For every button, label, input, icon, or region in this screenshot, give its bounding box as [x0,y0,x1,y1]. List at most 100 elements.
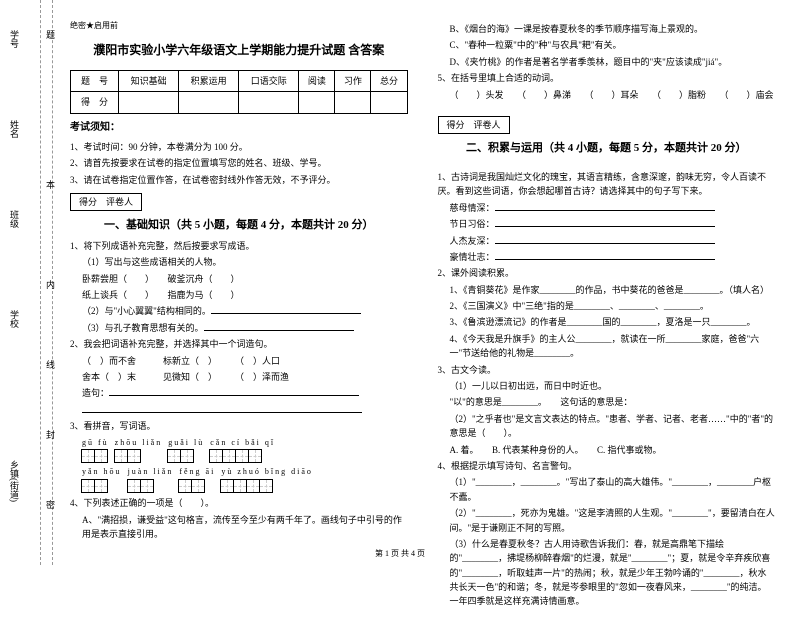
grid[interactable] [82,479,122,493]
blank[interactable] [82,412,362,413]
th: 口语交际 [239,70,299,91]
th: 知识基础 [119,70,179,91]
grid[interactable] [128,479,174,493]
q4-b: B、《烟台的海》一课是按春夏秋冬的季节顺序描写海上景观的。 [438,22,776,36]
txt: 节日习俗： [450,219,495,229]
txt: 造句： [82,388,109,398]
s2q3-opts: A. 着。 B. 代表某种身份的人。 C. 指代事或物。 [438,443,776,457]
q5-line: （ ）头发 （ ）鼻涕 （ ）耳朵 （ ）脂粉 （ ）庙会 [438,88,776,102]
label-name: 姓名 [8,120,21,138]
table-row: 得 分 [71,92,408,113]
td[interactable] [119,92,179,113]
grid[interactable] [82,449,109,463]
grid[interactable] [221,479,313,493]
blank[interactable] [495,210,715,211]
q2: 2、我会把词语补充完整，并选择其中一个词造句。 [70,337,408,351]
s2q2-4: 4、《今天我是升旗手》的主人公________，就读在一所________家庭，… [438,332,776,361]
th: 阅读 [299,70,335,91]
pinyin: guǎi lù [168,437,204,450]
s2q4-1: （1）"________，________。"写出了泰山的高大雄伟。"_____… [438,475,776,504]
grid[interactable] [210,449,275,463]
grid[interactable] [168,449,204,463]
notice-item: 2、请首先按要求在试卷的指定位置填写您的姓名、班级、学号。 [70,156,408,170]
grid[interactable] [179,479,215,493]
s2q3-1a: "以"的意思是________。 这句话的意思是： [438,395,776,409]
blank[interactable] [495,243,715,244]
page-footer: 第 1 页 共 4 页 [0,548,800,559]
label-school: 学校 [8,310,21,328]
scorer-box-2: 得分 评卷人 [438,116,510,134]
q1-3: （3）与孔子教育思想有关的。 [70,321,408,335]
blank[interactable] [495,226,715,227]
secret-label: 绝密★启用前 [70,20,408,33]
seal-char: 内 [44,280,57,289]
q4-d: D、《夹竹桃》的作者是著名学者季羡林，题目中的"夹"应该读成"jiá"。 [438,55,776,69]
td[interactable] [239,92,299,113]
pinyin-block: guǎi lù [168,437,204,464]
dash-line [40,0,41,565]
binding-margin: 学号 姓名 班级 学校 乡镇(街道) 题 本 内 线 封 密 [0,0,55,565]
pinyin: yù zhuó bǐng diāo [221,466,313,479]
pinyin-block: yǎn hōu [82,466,122,493]
pinyin-block: juàn liǎn [128,466,174,493]
q5: 5、在括号里填上合适的动词。 [438,71,776,85]
pinyin-row-2: yǎn hōu juàn liǎn fěng āi yù zhuó bǐng d… [70,466,408,493]
th: 总分 [371,70,407,91]
s2q3-2: （2）"之乎者也"是文言文表达的特点。"患者、学者、记者、老者……"中的"者"的… [438,412,776,441]
seal-char: 封 [44,430,57,439]
pinyin-block: zhōu liǎn [115,437,163,464]
page-content: 绝密★启用前 濮阳市实验小学六年级语文上学期能力提升试题 含答案 题 号 知识基… [0,0,800,626]
q4-a: A、"满招损，谦受益"这句格言，流传至今至少有两千年了。画线句子中引号的作用是表… [70,513,408,542]
seal-char: 密 [44,500,57,509]
scorer-box: 得分 评卷人 [70,193,142,211]
q1-line: 纸上谈兵（ ） 指鹿为马（ ） [70,288,408,302]
s2q1-item: 节日习俗： [438,217,776,231]
pinyin: gū fù [82,437,109,450]
label-class: 班级 [8,210,21,228]
pinyin: yǎn hōu [82,466,122,479]
pinyin: cǎn cí bǎi qǐ [210,437,275,450]
s2q2-3: 3、《鲁滨逊漂流记》的作者是________国的________，夏洛是一只__… [438,315,776,329]
blank[interactable] [495,259,715,260]
txt: 豪情壮志： [450,252,495,262]
s2q2: 2、课外阅读积累。 [438,266,776,280]
txt: 人杰友深： [450,236,495,246]
left-column: 绝密★启用前 濮阳市实验小学六年级语文上学期能力提升试题 含答案 题 号 知识基… [60,20,423,611]
s2q4: 4、根据提示填写诗句、名言警句。 [438,459,776,473]
q1-2: （2）与"小心翼翼"结构相同的。 [70,304,408,318]
txt: （2）与"小心翼翼"结构相同的。 [82,306,211,316]
td[interactable] [299,92,335,113]
s2q4-2: （2）"________，死亦为鬼雄。"这是李清照的人生观。"________"… [438,506,776,535]
s2q1-item: 豪情壮志： [438,250,776,264]
pinyin: fěng āi [179,466,215,479]
pinyin: zhōu liǎn [115,437,163,450]
right-column: B、《烟台的海》一课是按春夏秋冬的季节顺序描写海上景观的。 C、"春种一粒粟"中… [423,20,786,611]
q4: 4、下列表述正确的一项是（ ）。 [70,496,408,510]
pinyin-row-1: gū fù zhōu liǎn guǎi lù cǎn cí bǎi qǐ [70,437,408,464]
grid[interactable] [115,449,163,463]
s2q1-item: 人杰友深： [438,234,776,248]
pinyin-block: yù zhuó bǐng diāo [221,466,313,493]
td[interactable] [371,92,407,113]
blank[interactable] [109,395,359,396]
pinyin: juàn liǎn [128,466,174,479]
blank[interactable] [211,313,361,314]
th: 积累运用 [179,70,239,91]
pinyin-block: cǎn cí bǎi qǐ [210,437,275,464]
th: 习作 [335,70,371,91]
section-2-title: 二、积累与运用（共 4 小题，每题 5 分，本题共计 20 分） [438,140,776,158]
s2q1-item: 慈母情深： [438,201,776,215]
s2q1: 1、古诗词是我国灿烂文化的瑰宝，其语言精练，含意深邃，韵味无穷，令人百读不厌。看… [438,170,776,199]
td[interactable] [335,92,371,113]
blank[interactable] [204,330,354,331]
q2-make: 造句： [70,386,408,400]
seal-char: 题 [44,30,57,39]
label-town: 乡镇(街道) [8,460,21,502]
table-row: 题 号 知识基础 积累运用 口语交际 阅读 习作 总分 [71,70,408,91]
seal-char: 线 [44,360,57,369]
td[interactable] [179,92,239,113]
s2q3: 3、古文今读。 [438,363,776,377]
pinyin-block: gū fù [82,437,109,464]
td: 得 分 [71,92,119,113]
notice-title: 考试须知： [70,120,408,136]
